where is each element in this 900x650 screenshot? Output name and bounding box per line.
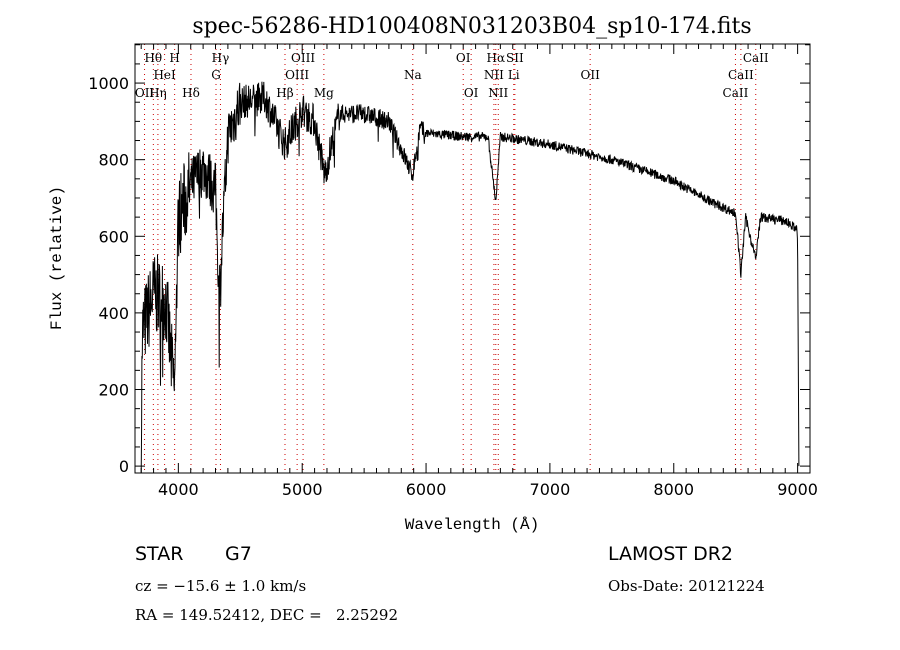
spectrum-line: [140, 81, 800, 474]
y-tick-label: 800: [98, 151, 129, 170]
y-tick-label: 1000: [88, 74, 129, 93]
y-axis-label: Flux (relative): [48, 186, 66, 330]
line-marker-label: Hθ: [144, 51, 162, 65]
line-marker-label: OII: [580, 68, 600, 82]
line-marker-label: Hγ: [212, 51, 230, 65]
x-tick-label: 9000: [777, 480, 818, 499]
line-marker-label: CaII: [728, 68, 754, 82]
y-tick-label: 600: [98, 227, 129, 246]
x-tick-label: 8000: [653, 480, 694, 499]
x-tick-label: 6000: [406, 480, 447, 499]
obs-date: Obs-Date: 20121224: [608, 577, 765, 595]
line-marker-label: Hα: [486, 51, 505, 65]
x-tick-label: 4000: [158, 480, 199, 499]
plot-frame: [134, 43, 811, 474]
line-marker-label: OIII: [285, 68, 309, 82]
x-axis-label: Wavelength (Å): [405, 516, 539, 534]
x-tick-label: 7000: [530, 480, 571, 499]
line-marker-label: NII: [484, 68, 504, 82]
line-marker-label: G: [211, 68, 221, 82]
line-marker-label: SII: [506, 51, 524, 65]
y-tick-label: 0: [119, 457, 129, 476]
line-marker-label: OI: [464, 86, 479, 100]
axis-ticks: 4000 5000 6000 7000 8000 9000 0 200 400 600 800 100…: [88, 44, 818, 499]
line-marker-label: H: [169, 51, 179, 65]
line-marker-label: Hδ: [182, 86, 200, 100]
line-marker-label: NII: [488, 86, 508, 100]
coordinates: RA = 149.52412, DEC = 2.25292: [135, 606, 398, 624]
line-marker-label: HeI: [153, 68, 176, 82]
line-marker-label: OIII: [291, 51, 315, 65]
y-tick-label: 200: [98, 380, 129, 399]
star-class: STAR: [135, 543, 183, 565]
star-subclass: G7: [225, 543, 252, 565]
y-tick-label: 400: [98, 304, 129, 323]
line-marker-label: CaII: [743, 51, 769, 65]
line-marker-label: OII: [135, 86, 155, 100]
line-marker-label: Mg: [314, 86, 334, 100]
line-marker-label: Li: [508, 68, 520, 82]
line-marker-label: CaII: [723, 86, 749, 100]
line-marker-label: Hη: [149, 86, 167, 100]
redshift-cz: cz = −15.6 ± 1.0 km/s: [135, 577, 306, 595]
line-marker-label: Hβ: [276, 86, 293, 100]
chart-title: spec-56286-HD100408N031203B04_sp10-174.f…: [192, 14, 751, 39]
line-marker-label: Na: [404, 68, 422, 82]
line-marker-label: OI: [456, 51, 471, 65]
x-tick-label: 5000: [282, 480, 323, 499]
survey-name: LAMOST DR2: [608, 543, 733, 565]
